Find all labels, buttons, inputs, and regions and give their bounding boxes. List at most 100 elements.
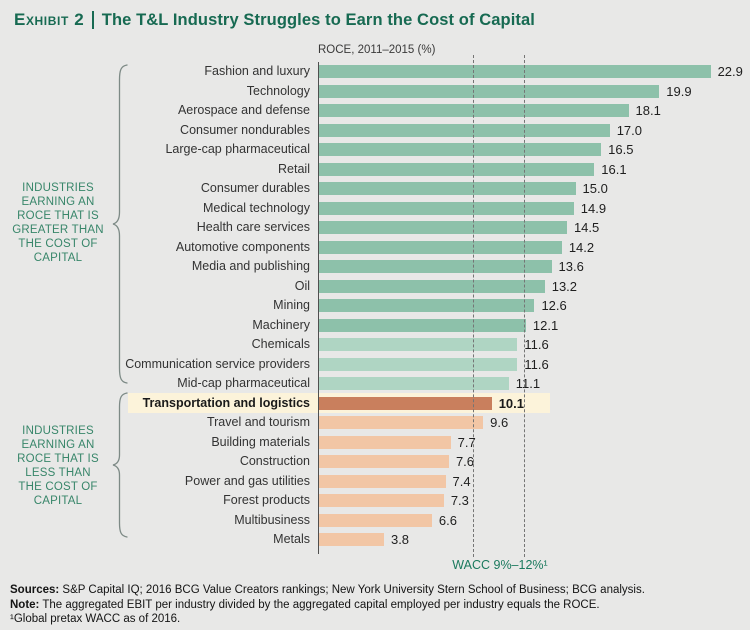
chart-row: Health care services 14.5	[0, 218, 750, 238]
bar-label: Health care services	[196, 220, 310, 234]
chart-row: Consumer durables 15.0	[0, 179, 750, 199]
bar	[319, 377, 509, 391]
chart-row: Mid-cap pharmaceutical 11.1	[0, 374, 750, 394]
chart-row: Construction 7.6	[0, 452, 750, 472]
bar-value: 3.8	[390, 532, 410, 547]
bar-label: Aerospace and defense	[177, 103, 310, 117]
brace-below-wacc	[112, 392, 128, 538]
bar-value: 7.7	[457, 434, 476, 450]
bar	[319, 182, 576, 196]
bar	[319, 260, 552, 274]
wacc-footnote: ¹Global pretax WACC as of 2016.	[10, 613, 181, 626]
sources-line: Sources: S&P Capital IQ; 2016 BCG Value …	[10, 583, 742, 598]
chart-row: Metals 3.8	[0, 530, 750, 550]
exhibit-number: Exhibit 2	[14, 10, 85, 29]
bar-value: 9.6	[490, 415, 509, 430]
bar-value: 13.2	[551, 278, 578, 294]
bar-value: 7.6	[455, 454, 475, 469]
bar-label: Machinery	[252, 317, 310, 332]
chart-row: Media and publishing 13.6	[0, 257, 750, 277]
bar-label: Retail	[278, 161, 310, 176]
bar	[319, 240, 562, 254]
bar	[319, 416, 484, 430]
bar	[319, 299, 535, 313]
bar-label: Technology	[246, 83, 310, 98]
bar-label: Forest products	[223, 493, 310, 507]
page-title: The T&L Industry Struggles to Earn the C…	[101, 10, 535, 29]
chart-row: Mining 12.6	[0, 296, 750, 316]
bar-value: 16.5	[608, 142, 634, 157]
note-label: Note:	[10, 598, 40, 611]
bar-label: Power and gas utilities	[184, 473, 310, 488]
sources-label: Sources:	[10, 584, 60, 596]
chart-row: Consumer nondurables 17.0	[0, 121, 750, 141]
bar-value: 10.1	[498, 395, 525, 411]
chart-row: Technology 19.9	[0, 82, 750, 102]
bar-value: 11.6	[524, 356, 549, 372]
chart-row: Fashion and luxury 22.9	[0, 62, 750, 82]
bar-label: Medical technology	[202, 200, 310, 215]
chart-row: Retail 16.1	[0, 160, 750, 180]
bar-value: 17.0	[616, 122, 642, 138]
bar	[319, 357, 518, 371]
bar	[319, 455, 449, 469]
bar-value: 22.9	[717, 64, 743, 79]
bar-label: Transportation and logistics	[142, 395, 310, 410]
bar	[319, 143, 602, 157]
bar	[319, 396, 492, 410]
bar-label: Metals	[273, 532, 310, 546]
bar-value: 14.5	[573, 220, 600, 235]
bar	[319, 513, 432, 527]
chart-row: Building materials 7.7	[0, 433, 750, 453]
chart-row: Medical technology 14.9	[0, 199, 750, 219]
bar-value: 11.6	[524, 337, 549, 352]
bar	[319, 474, 446, 488]
chart-row: Communication service providers 11.6	[0, 355, 750, 375]
note-line: Note: The aggregated EBIT per industry d…	[10, 598, 742, 613]
bar-value: 18.1	[635, 103, 661, 118]
bar-label: Building materials	[211, 434, 310, 449]
chart-row: Large-cap pharmaceutical 16.5	[0, 140, 750, 160]
bar-label: Large-cap pharmaceutical	[165, 142, 310, 156]
chart-row: Multibusiness 6.6	[0, 511, 750, 531]
chart-row: Power and gas utilities 7.4	[0, 472, 750, 492]
bar-label: Fashion and luxury	[204, 64, 310, 78]
bar-value: 11.1	[515, 376, 541, 391]
bar-label: Mining	[273, 298, 310, 312]
bar-label: Oil	[294, 278, 310, 293]
bar	[319, 65, 711, 79]
bar-label: Communication service providers	[125, 356, 310, 371]
note-text: The aggregated EBIT per industry divided…	[39, 598, 600, 611]
bar	[319, 533, 384, 547]
wacc-lower-dashed-line	[472, 55, 474, 557]
bar	[319, 221, 567, 235]
chart-row: Automotive components 14.2	[0, 238, 750, 258]
bar-label: Consumer nondurables	[180, 122, 310, 137]
y-axis-line	[318, 62, 319, 554]
bar-label: Media and publishing	[191, 259, 310, 273]
bar	[319, 84, 660, 98]
bar-value: 14.2	[568, 239, 595, 255]
chart-row: Forest products 7.3	[0, 491, 750, 511]
sources-text: S&P Capital IQ; 2016 BCG Value Creators …	[59, 584, 645, 596]
wacc-upper-dashed-line	[524, 55, 526, 557]
bar	[319, 279, 545, 293]
exhibit-title: Exhibit 2 The T&L Industry Struggles to …	[14, 10, 535, 30]
bar-value: 12.1	[532, 317, 559, 333]
roce-bar-chart: Fashion and luxury 22.9 Technology 19.9 Aero…	[0, 62, 750, 550]
bar-value: 6.6	[438, 512, 457, 528]
group-label-above-wacc: INDUSTRIES EARNING AN ROCE THAT IS GREAT…	[12, 182, 104, 264]
brace-above-wacc	[112, 64, 128, 384]
footnotes: Sources: S&P Capital IQ; 2016 BCG Value …	[10, 583, 742, 627]
bar-label: Travel and tourism	[206, 415, 310, 429]
bar-value: 13.6	[558, 259, 584, 274]
bar	[319, 201, 574, 215]
axis-title: ROCE, 2011–2015 (%)	[318, 44, 436, 56]
bar	[319, 123, 610, 137]
chart-row: Chemicals 11.6	[0, 335, 750, 355]
chart-row: Transportation and logistics 10.1	[0, 394, 750, 414]
bar	[319, 494, 444, 508]
chart-row: Travel and tourism 9.6	[0, 413, 750, 433]
bar	[319, 162, 595, 176]
bar	[319, 435, 451, 449]
